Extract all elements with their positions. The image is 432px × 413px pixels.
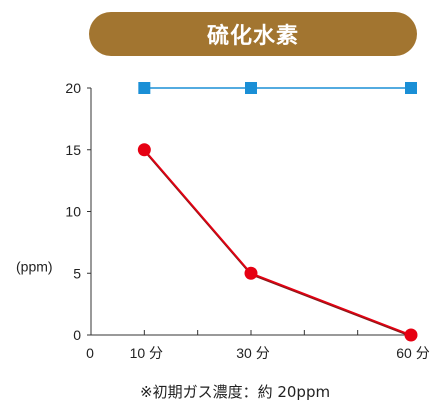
y-tick-label: 15 [65, 142, 81, 158]
y-tick-label: 5 [73, 265, 81, 281]
x-origin-label: 0 [86, 345, 94, 361]
x-tick-label: 30 分 [236, 345, 269, 361]
data-point-circle [137, 143, 151, 157]
footnote: ※初期ガス濃度：約 20ppm [140, 383, 331, 401]
y-tick-label: 20 [65, 80, 81, 96]
data-point-circle [404, 328, 418, 342]
data-point-circle [244, 266, 258, 280]
chart-title-banner: 硫化水素 [89, 12, 417, 56]
x-tick-label: 10 分 [130, 345, 163, 361]
y-axis-label: (ppm) [16, 258, 53, 274]
chart-title: 硫化水素 [206, 24, 299, 49]
data-point-square [245, 82, 257, 94]
data-point-square [405, 82, 417, 94]
y-tick-label: 10 [65, 204, 81, 220]
x-axis-ticks: 10 分 30 分 60 分 [130, 330, 430, 361]
data-point-square [138, 82, 151, 94]
series-line [143, 149, 412, 336]
chart-axes [90, 88, 411, 336]
chart-series [137, 82, 418, 342]
y-tick-label: 0 [73, 327, 81, 343]
y-axis-ticks: 0 5 10 15 20 [65, 80, 91, 343]
x-tick-label: 60 分 [396, 345, 429, 361]
series-line-shadow [143, 150, 412, 337]
